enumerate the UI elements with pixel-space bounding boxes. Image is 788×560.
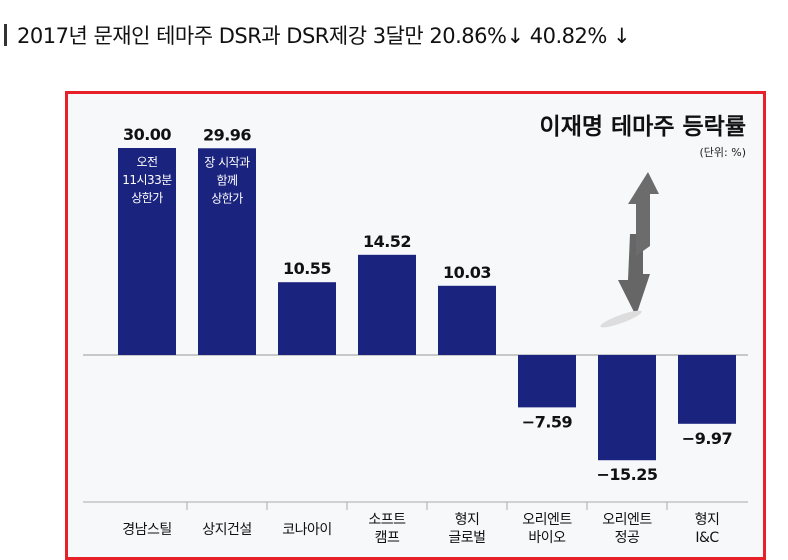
data-label: 10.55 [283, 259, 331, 278]
data-label: −9.97 [682, 429, 732, 448]
bar [518, 355, 576, 408]
up-arrow-icon [628, 172, 659, 256]
x-tick-label: 코나아이 [282, 522, 332, 538]
x-tick-label: 글로벌 [448, 530, 485, 546]
bar-annotation: 상한가 [211, 191, 243, 205]
x-tick-label: 정공 [615, 530, 640, 546]
x-tick-label: 소프트 [368, 512, 406, 528]
bar-chart: 이재명 테마주 등락률 (단위: %) 30.00 오전 11시33분상한가경남스틸… [83, 114, 748, 546]
x-tick-label: 형지 [695, 512, 720, 528]
data-label: −7.59 [522, 412, 573, 431]
data-label: 14.52 [363, 232, 411, 251]
page-heading: 2017년 문재인 테마주 DSR과 DSR제강 3달만 20.86%↓ 40.… [4, 20, 631, 50]
x-tick-label: 바이오 [528, 530, 566, 546]
down-arrow-icon [618, 234, 650, 316]
x-tick-label: I&C [695, 530, 719, 546]
bar [198, 148, 256, 355]
bar-annotation: 11시33분 [122, 173, 172, 187]
arrows-illustration [600, 172, 659, 328]
bar [678, 355, 736, 424]
x-tick-label: 오리엔트 [602, 512, 652, 528]
heading-bar [4, 24, 7, 46]
unit-label: (단위: %) [700, 146, 746, 159]
data-label: 30.00 [123, 125, 171, 144]
bar [278, 282, 336, 355]
data-label: −15.25 [596, 465, 657, 484]
bar [438, 285, 496, 355]
bar-annotation: 상한가 [131, 191, 163, 205]
x-tick-label: 캠프 [375, 530, 400, 546]
data-label: 10.03 [443, 263, 491, 282]
bar-annotation: 오전 [136, 155, 157, 169]
x-tick-label: 상지건설 [202, 522, 252, 538]
bar-annotation: 함께 [216, 173, 237, 187]
bar [118, 148, 176, 355]
arrow-shadow [600, 310, 642, 328]
data-label: 29.96 [203, 125, 251, 144]
bar [598, 355, 656, 461]
heading-text: 2017년 문재인 테마주 DSR과 DSR제강 3달만 20.86%↓ 40.… [17, 24, 631, 48]
bar [358, 254, 416, 355]
x-tick-label: 오리엔트 [522, 512, 572, 528]
bar-annotation: 장 시작과 [204, 155, 250, 169]
x-tick-label: 경남스틸 [122, 522, 172, 538]
x-tick-label: 형지 [455, 512, 480, 528]
chart-title: 이재명 테마주 등락률 [540, 114, 746, 140]
